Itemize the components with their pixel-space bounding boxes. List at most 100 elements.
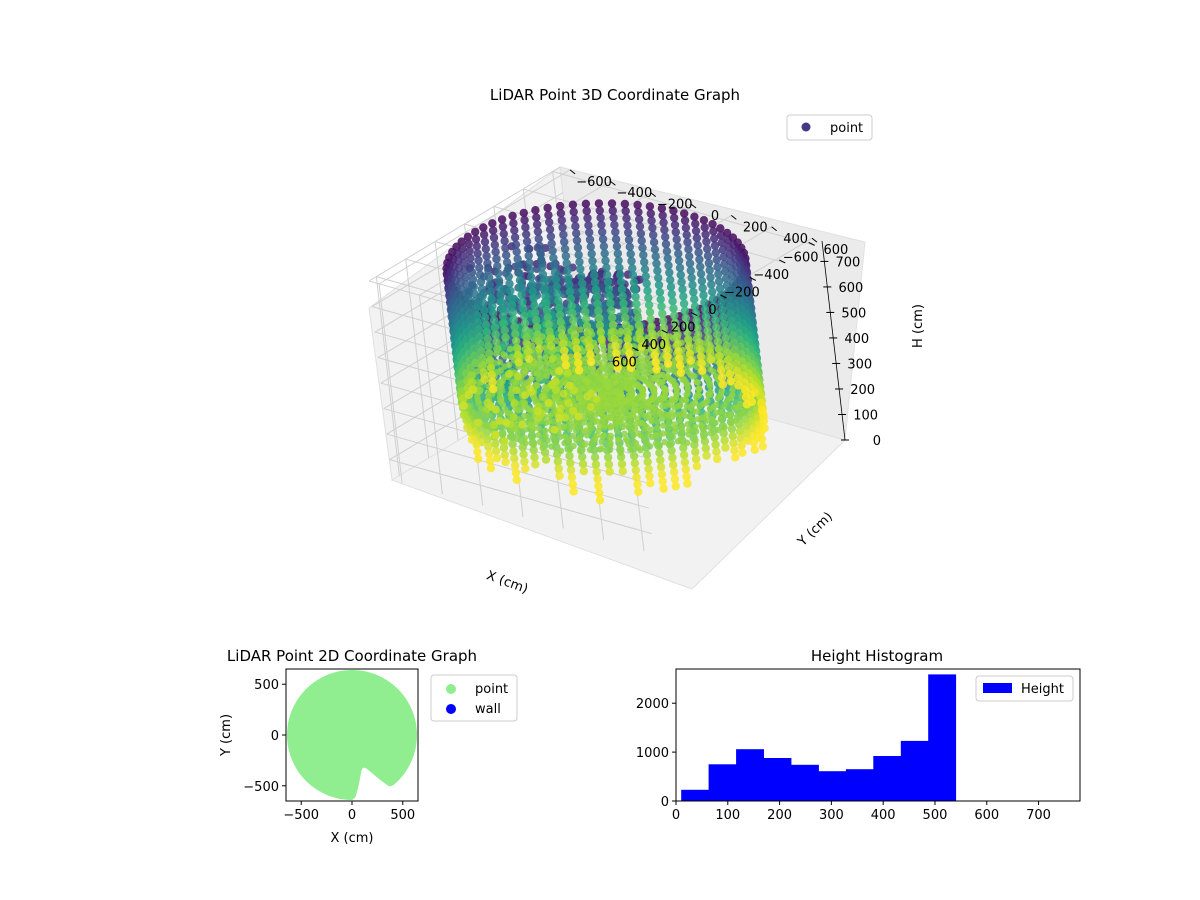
point-3d [717,298,726,307]
point-3d [473,318,483,327]
point-3d [586,421,593,428]
point-3d [576,264,585,274]
point-3d [492,453,502,463]
point-3d [477,353,487,363]
point-3d [515,269,524,278]
point-3d [587,249,596,258]
point-3d [519,450,528,459]
point-3d [624,228,633,237]
point-3d [543,313,552,322]
point-3d [704,258,714,268]
legend-histogram-swatch [983,683,1012,693]
point-3d [483,334,492,344]
point-3d [720,436,729,445]
ticks-3d: −600 −400 −200 0 200 400 600 −600 −400 −200 0 200 40… [569,169,881,449]
point-3d [570,330,580,339]
y-tick-label-3d: 600 [824,243,849,258]
point-3d [536,248,545,258]
point-3d [630,285,639,294]
point-3d [550,260,559,270]
point-3d [565,451,574,460]
point-3d [522,237,532,246]
point-3d [536,354,543,361]
point-3d [652,365,661,374]
point-3d [493,269,503,278]
point-3d [516,283,526,292]
point-3d [616,270,625,280]
point-3d [463,287,472,296]
point-3d [552,282,561,291]
point-3d [661,338,670,347]
point-3d [551,275,561,284]
chart-2d: LiDAR Point 2D Coordinate Graph −500 0 500… [219,647,518,846]
point-3d [560,353,570,363]
point-3d [607,423,614,430]
point-3d [475,270,485,279]
point-3d [711,440,720,449]
point-3d [676,368,686,377]
point-3d [542,432,549,440]
point-3d [483,398,492,407]
x-axis-label-2d: X (cm) [331,831,374,846]
point-3d [510,226,519,235]
point-3d [597,335,606,344]
point-3d [649,230,658,240]
point-3d [717,366,726,375]
point-3d [561,251,571,261]
point-3d [522,333,531,342]
point-3d [494,276,504,285]
point-3d [534,337,543,346]
point-3d [548,443,555,450]
point-3d [514,261,523,271]
point-3d [665,419,673,427]
point-3d [468,378,477,387]
point-3d [583,427,590,434]
point-3d [632,299,641,309]
point-3d [527,273,536,282]
point-3d [658,211,667,220]
y-tick-label-3d: 200 [743,220,768,235]
point-3d [480,306,489,315]
point-3d [718,245,727,254]
point-3d [555,367,564,375]
point-3d [535,431,542,439]
point-3d [484,442,493,451]
point-3d [693,323,702,332]
point-3d [514,430,521,437]
point-3d [684,342,694,351]
point-3d [731,359,741,369]
point-3d [560,237,569,246]
point-3d [628,375,635,382]
point-3d [669,460,678,470]
point-3d [635,430,642,437]
histogram-bar [736,749,764,801]
point-3d [700,298,709,307]
point-3d [539,444,546,452]
x-tick-label-3d: 0 [708,303,716,318]
point-3d [472,303,481,313]
point-3d [572,344,581,354]
point-3d [524,354,534,364]
legend-2d-point-marker [446,684,456,694]
point-3d [757,434,767,444]
point-3d [660,225,669,234]
point-3d [513,254,522,264]
histogram-bar [763,758,792,801]
point-3d [526,265,535,275]
point-3d [706,273,715,282]
point-3d [741,385,750,395]
point-3d [707,430,715,437]
point-3d [459,401,468,410]
point-3d [729,386,736,394]
point-3d [574,359,583,368]
point-3d [675,354,684,363]
point-3d [729,391,736,399]
legend-3d-marker [801,122,811,132]
point-3d [721,274,731,283]
point-3d [496,359,504,366]
point-3d [610,334,619,344]
point-3d [737,411,744,418]
point-3d [726,317,736,326]
point-3d [682,396,690,404]
point-3d [726,309,735,319]
